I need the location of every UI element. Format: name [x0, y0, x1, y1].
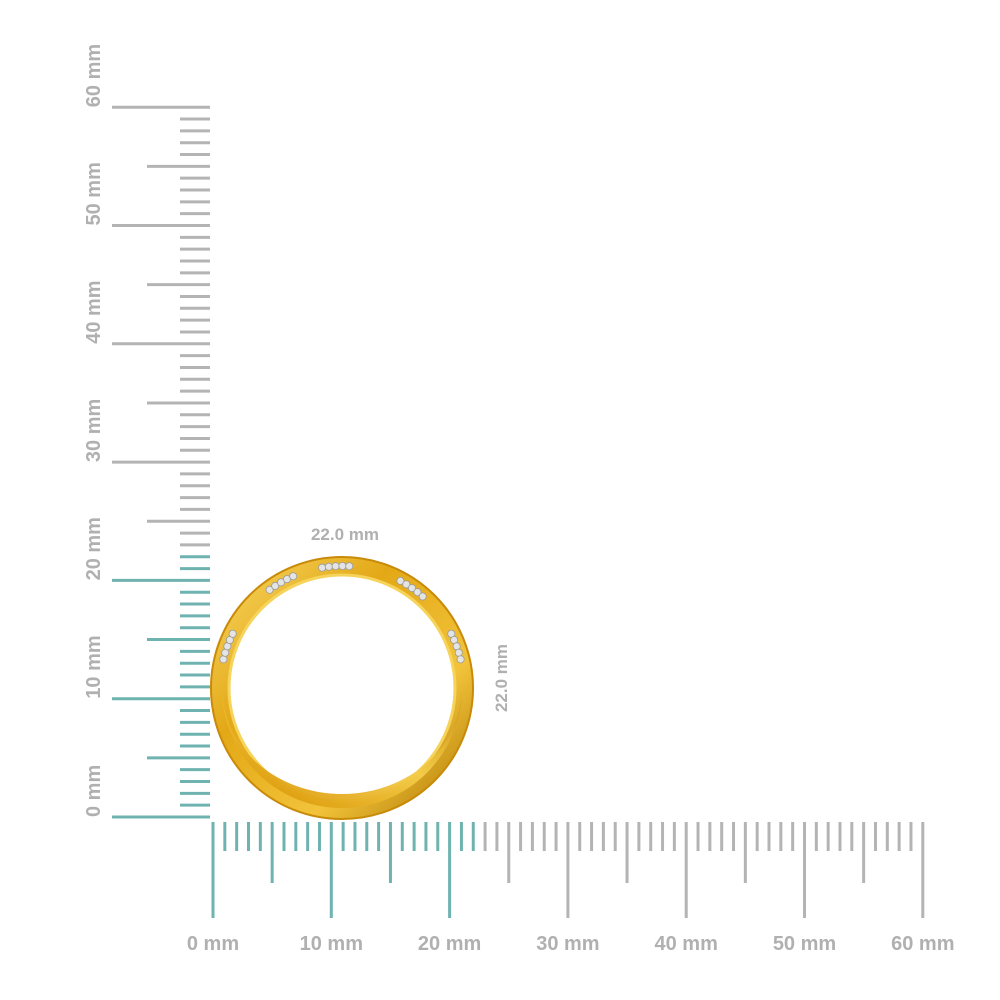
diamond-icon: [331, 562, 340, 571]
vertical-ruler-label: 0 mm: [83, 765, 105, 817]
diamond-icon: [456, 655, 465, 664]
diamond-icon: [418, 592, 427, 601]
diamond-icon: [338, 562, 347, 571]
diamond-icon: [271, 581, 280, 590]
diamond-icon: [396, 576, 405, 585]
vertical-ruler-label: 60 mm: [83, 44, 105, 107]
horizontal-ruler-label: 50 mm: [773, 933, 836, 955]
diamond-icon: [289, 572, 298, 581]
diamond-icon: [276, 578, 285, 587]
diamond-icon: [454, 648, 463, 657]
diamond-icon: [345, 562, 354, 571]
horizontal-ruler-label: 0 mm: [187, 933, 239, 955]
ring-icon: [210, 556, 474, 820]
horizontal-ruler: 0 mm 10 mm 20 mm 30 mm 40 mm 50 mm 60 mm: [187, 822, 954, 955]
horizontal-ruler-label: 30 mm: [536, 933, 599, 955]
horizontal-ruler-label: 40 mm: [655, 933, 718, 955]
diamond-icon: [407, 584, 416, 593]
diamond-icon: [228, 629, 237, 638]
horizontal-ruler-label: 10 mm: [300, 933, 363, 955]
diamond-icon: [402, 580, 411, 589]
vertical-ruler-label: 30 mm: [83, 399, 105, 462]
width-measurement-label: 22.0 mm: [311, 525, 379, 544]
vertical-ruler-label: 50 mm: [83, 162, 105, 225]
diamond-icon: [219, 655, 228, 664]
diamond-cluster-icons: [219, 562, 465, 664]
diamond-icon: [324, 562, 333, 571]
horizontal-ruler-label: 60 mm: [891, 933, 954, 955]
horizontal-ruler-label: 20 mm: [418, 933, 481, 955]
vertical-ruler: 0 mm 10 mm 20 mm 30 mm 40 mm 50 mm 60 mm: [83, 44, 210, 819]
vertical-ruler-label: 20 mm: [83, 517, 105, 580]
vertical-ruler-label: 40 mm: [83, 280, 105, 343]
diamond-icon: [318, 563, 327, 572]
diamond-icon: [265, 585, 274, 594]
diamond-icon: [413, 588, 422, 597]
vertical-ruler-label: 10 mm: [83, 635, 105, 698]
height-measurement-label: 22.0 mm: [492, 644, 511, 712]
